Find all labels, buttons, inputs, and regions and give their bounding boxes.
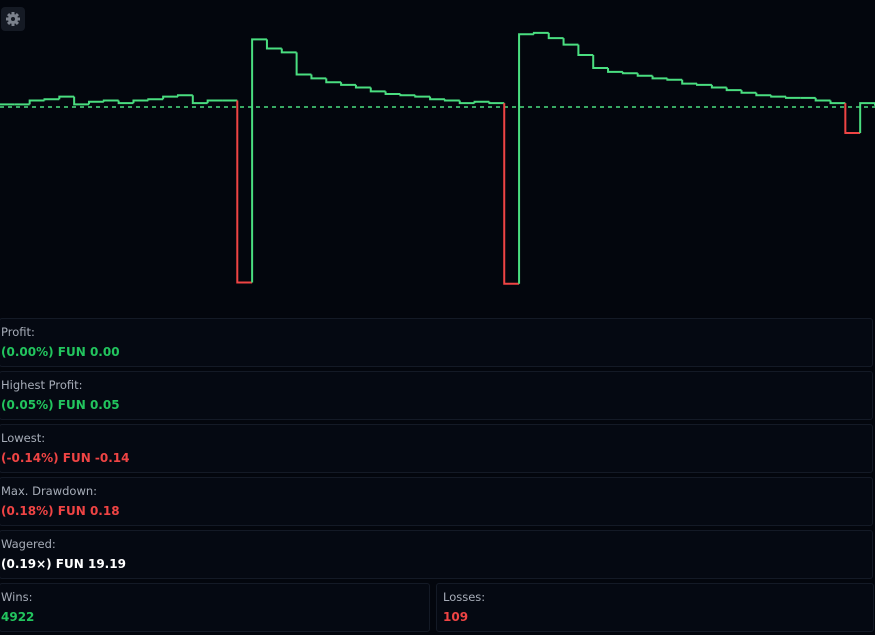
- profit-step: [518, 33, 534, 284]
- profit-step: [354, 84, 371, 89]
- profit-step: [176, 94, 193, 97]
- profit-step: [206, 99, 223, 104]
- stat-label: Profit:: [1, 325, 35, 339]
- profit-step: [562, 38, 579, 46]
- profit-step: [829, 100, 846, 105]
- profit-step: [191, 95, 208, 105]
- gear-icon: [6, 12, 20, 26]
- profit-step: [384, 91, 401, 95]
- stat-card: Losses: 109: [436, 583, 874, 632]
- stat-label: Highest Profit:: [1, 378, 83, 392]
- profit-step: [87, 100, 104, 105]
- profit-step: [458, 100, 475, 105]
- profit-step: [844, 103, 861, 134]
- profit-step: [43, 98, 60, 101]
- stat-value: (-0.14%) FUN -0.14: [1, 451, 130, 465]
- profit-step: [147, 98, 164, 101]
- profit-step: [621, 71, 638, 75]
- profit-step: [73, 96, 89, 106]
- profit-step: [696, 83, 712, 86]
- profit-step: [725, 87, 742, 92]
- profit-step: [577, 44, 594, 56]
- profit-step: [547, 32, 564, 40]
- profit-step: [369, 87, 386, 93]
- profit-step: [429, 96, 445, 101]
- profit-step: [532, 31, 549, 35]
- stat-value: (0.00%) FUN 0.00: [1, 345, 120, 359]
- profit-step: [710, 84, 727, 89]
- stat-card: Max. Drawdown: (0.18%) FUN 0.18: [0, 477, 873, 526]
- profit-step: [132, 99, 149, 104]
- profit-step: [488, 101, 505, 105]
- profit-step: [859, 102, 875, 133]
- profit-step: [265, 39, 282, 50]
- stat-card: Highest Profit: (0.05%) FUN 0.05: [0, 371, 873, 420]
- profit-step: [607, 68, 623, 73]
- profit-step: [681, 79, 698, 85]
- stat-card: Wagered: (0.19×) FUN 19.19: [0, 530, 873, 579]
- stat-card: Lowest: (-0.14%) FUN -0.14: [0, 424, 873, 473]
- profit-step: [236, 100, 253, 284]
- stat-card: Wins: 4922: [0, 583, 430, 632]
- chart-background: [0, 0, 875, 316]
- profit-step: [770, 95, 787, 98]
- profit-step: [340, 82, 356, 86]
- profit-step: [28, 99, 45, 105]
- settings-button[interactable]: [1, 7, 25, 31]
- profit-step: [251, 38, 267, 283]
- profit-step: [666, 78, 683, 81]
- profit-step: [740, 90, 757, 94]
- stat-card: Profit: (0.00%) FUN 0.00: [0, 318, 873, 367]
- profit-step: [503, 103, 520, 285]
- profit-step: [592, 55, 609, 69]
- profit-step: [636, 73, 653, 77]
- profit-step: [443, 99, 460, 102]
- profit-step: [117, 100, 134, 105]
- stat-value: 4922: [1, 610, 35, 624]
- stat-value: (0.18%) FUN 0.18: [1, 504, 120, 518]
- profit-step: [310, 74, 327, 80]
- profit-step: [399, 94, 416, 97]
- stat-label: Max. Drawdown:: [1, 484, 98, 498]
- profit-step: [325, 78, 342, 84]
- stat-label: Losses:: [443, 590, 486, 604]
- stat-label: Wins:: [1, 590, 33, 604]
- profit-step: [473, 100, 490, 104]
- profit-step: [414, 95, 431, 98]
- profit-step: [280, 48, 297, 54]
- profit-chart: [0, 0, 875, 316]
- stat-value: 109: [443, 610, 469, 624]
- stat-label: Wagered:: [1, 537, 56, 551]
- profit-step: [162, 95, 178, 100]
- profit-step: [295, 52, 312, 76]
- profit-step: [785, 96, 801, 99]
- profit-step: [651, 75, 668, 80]
- profit-step: [755, 92, 772, 97]
- profit-step: [814, 97, 831, 102]
- profit-step: [58, 95, 75, 100]
- profit-step: [102, 99, 119, 102]
- stat-value: (0.19×) FUN 19.19: [1, 557, 126, 571]
- stat-value: (0.05%) FUN 0.05: [1, 398, 120, 412]
- stat-label: Lowest:: [1, 431, 46, 445]
